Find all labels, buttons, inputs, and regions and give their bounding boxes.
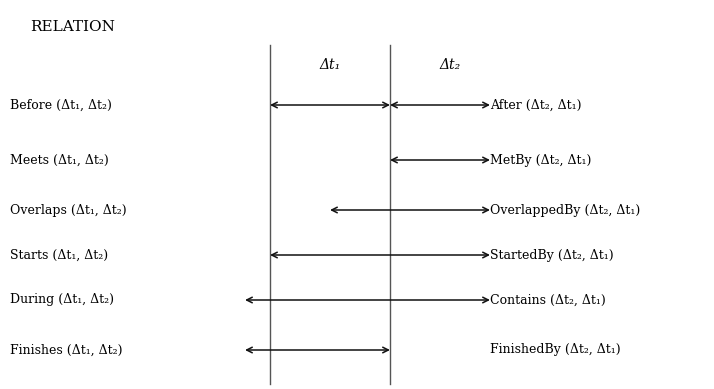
Text: Meets (Δt₁, Δt₂): Meets (Δt₁, Δt₂) bbox=[10, 154, 109, 166]
Text: During (Δt₁, Δt₂): During (Δt₁, Δt₂) bbox=[10, 293, 114, 307]
Text: FinishedBy (Δt₂, Δt₁): FinishedBy (Δt₂, Δt₁) bbox=[490, 343, 620, 356]
Text: OverlappedBy (Δt₂, Δt₁): OverlappedBy (Δt₂, Δt₁) bbox=[490, 203, 640, 217]
Text: StartedBy (Δt₂, Δt₁): StartedBy (Δt₂, Δt₁) bbox=[490, 249, 613, 261]
Text: RELATION: RELATION bbox=[30, 20, 115, 34]
Text: Finishes (Δt₁, Δt₂): Finishes (Δt₁, Δt₂) bbox=[10, 343, 123, 356]
Text: Before (Δt₁, Δt₂): Before (Δt₁, Δt₂) bbox=[10, 98, 112, 112]
Text: Δt₂: Δt₂ bbox=[439, 58, 461, 72]
Text: Starts (Δt₁, Δt₂): Starts (Δt₁, Δt₂) bbox=[10, 249, 108, 261]
Text: Overlaps (Δt₁, Δt₂): Overlaps (Δt₁, Δt₂) bbox=[10, 203, 126, 217]
Text: Contains (Δt₂, Δt₁): Contains (Δt₂, Δt₁) bbox=[490, 293, 605, 307]
Text: Δt₁: Δt₁ bbox=[319, 58, 341, 72]
Text: After (Δt₂, Δt₁): After (Δt₂, Δt₁) bbox=[490, 98, 581, 112]
Text: MetBy (Δt₂, Δt₁): MetBy (Δt₂, Δt₁) bbox=[490, 154, 591, 166]
